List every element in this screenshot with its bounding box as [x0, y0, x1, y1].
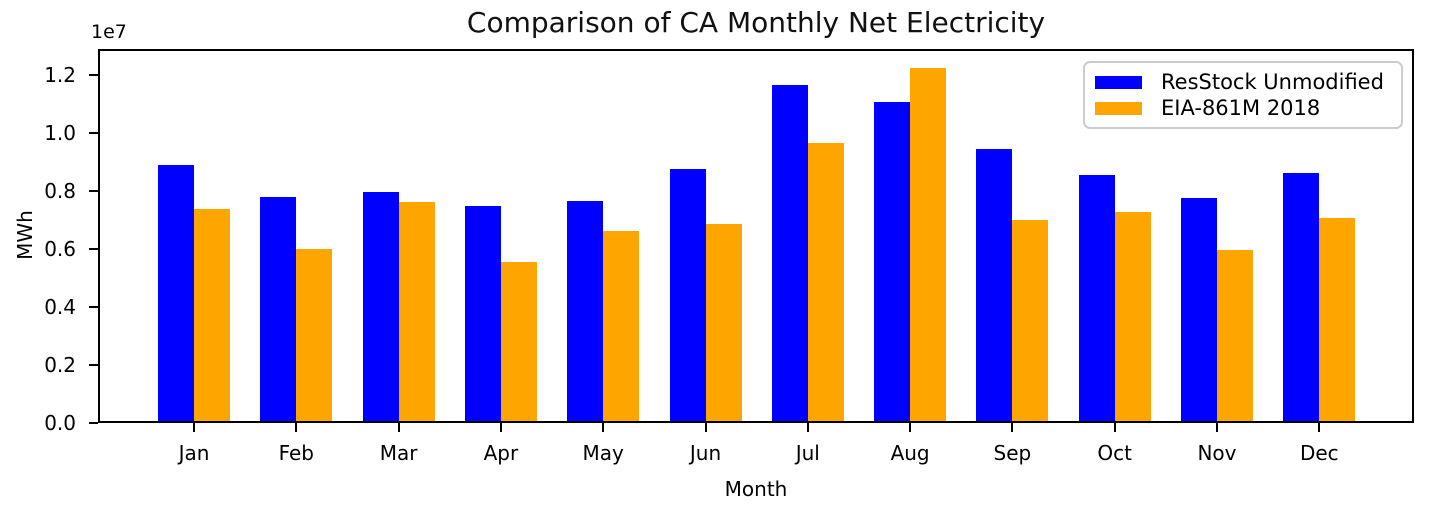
y-tick-1.2	[89, 73, 98, 76]
y-tick-label-0.6: 0.6	[44, 236, 76, 261]
y-tick-label-1.2: 1.2	[44, 62, 76, 87]
x-tick-sep	[1011, 423, 1014, 432]
x-tick-label-oct: Oct	[1097, 441, 1132, 465]
x-tick-oct	[1113, 423, 1116, 432]
y-tick-0.0	[89, 422, 98, 424]
legend: ResStock Unmodified EIA-861M 2018	[1083, 61, 1403, 129]
x-tick-jul	[806, 423, 809, 432]
bar-resstock-unmodified-jan	[158, 165, 194, 423]
x-tick-feb	[295, 423, 298, 432]
legend-entry-resstock: ResStock Unmodified	[1095, 70, 1391, 94]
legend-label-eia: EIA-861M 2018	[1161, 95, 1321, 120]
bar-resstock-unmodified-feb	[260, 197, 297, 423]
bar-resstock-unmodified-sep	[976, 148, 1013, 423]
x-tick-aug	[909, 423, 912, 432]
bar-resstock-unmodified-jun	[669, 169, 706, 423]
x-axis-label: Month	[724, 477, 788, 501]
bar-resstock-unmodified-nov	[1181, 198, 1217, 423]
bar-resstock-unmodified-dec	[1283, 173, 1320, 423]
y-tick-label-1.0: 1.0	[44, 120, 76, 145]
bar-eia-861m-2018-nov	[1217, 249, 1253, 423]
x-tick-label-jan: Jan	[178, 441, 210, 465]
y-tick-label-0.2: 0.2	[44, 352, 76, 377]
x-tick-label-apr: Apr	[483, 441, 519, 465]
x-tick-label-jul: Jul	[795, 441, 820, 465]
plot-area	[98, 49, 1414, 423]
x-tick-nov	[1216, 423, 1218, 432]
x-tick-jun	[704, 423, 707, 432]
legend-swatch-resstock	[1095, 75, 1142, 89]
y-tick-label-0.8: 0.8	[44, 178, 76, 203]
x-tick-label-sep: Sep	[993, 441, 1032, 465]
x-tick-jan	[193, 423, 195, 432]
y-tick-1.0	[89, 131, 98, 134]
chart-title: Comparison of CA Monthly Net Electricity	[466, 6, 1046, 39]
x-tick-may	[602, 423, 605, 432]
x-tick-label-dec: Dec	[1299, 441, 1339, 465]
x-tick-apr	[499, 423, 502, 432]
bar-eia-861m-2018-jan	[194, 209, 230, 423]
bar-resstock-unmodified-oct	[1078, 175, 1115, 423]
bar-resstock-unmodified-mar	[362, 191, 399, 423]
y-tick-0.4	[89, 305, 98, 308]
x-tick-label-mar: Mar	[379, 441, 418, 465]
x-tick-label-may: May	[582, 441, 624, 465]
legend-label-resstock: ResStock Unmodified	[1161, 69, 1384, 94]
bar-eia-861m-2018-dec	[1319, 218, 1356, 423]
bar-eia-861m-2018-mar	[398, 201, 435, 423]
bar-eia-861m-2018-apr	[500, 262, 537, 423]
y-tick-0.8	[89, 189, 98, 192]
legend-swatch-eia	[1095, 101, 1142, 115]
bar-eia-861m-2018-sep	[1012, 219, 1049, 423]
bar-eia-861m-2018-jul	[807, 142, 844, 423]
bar-eia-861m-2018-feb	[296, 248, 333, 423]
bar-resstock-unmodified-may	[567, 200, 604, 423]
y-tick-0.6	[89, 247, 98, 250]
y-tick-label-0.0: 0.0	[44, 411, 76, 435]
x-tick-mar	[397, 423, 400, 432]
bar-resstock-unmodified-aug	[874, 101, 911, 423]
x-tick-dec	[1318, 423, 1321, 432]
bar-eia-861m-2018-oct	[1114, 211, 1151, 423]
bar-eia-861m-2018-jun	[705, 223, 742, 423]
x-tick-label-aug: Aug	[890, 441, 930, 465]
legend-entry-eia: EIA-861M 2018	[1095, 96, 1391, 120]
x-tick-label-feb: Feb	[278, 441, 314, 465]
bar-resstock-unmodified-jul	[771, 84, 808, 423]
y-tick-0.2	[89, 363, 98, 366]
bar-eia-861m-2018-aug	[910, 67, 947, 423]
y-axis-offset-text: 1e7	[91, 21, 127, 43]
bar-eia-861m-2018-may	[603, 230, 640, 423]
y-tick-label-0.4: 0.4	[44, 294, 76, 319]
x-tick-label-jun: Jun	[689, 441, 722, 465]
x-tick-label-nov: Nov	[1197, 441, 1237, 465]
bar-resstock-unmodified-apr	[464, 206, 501, 423]
